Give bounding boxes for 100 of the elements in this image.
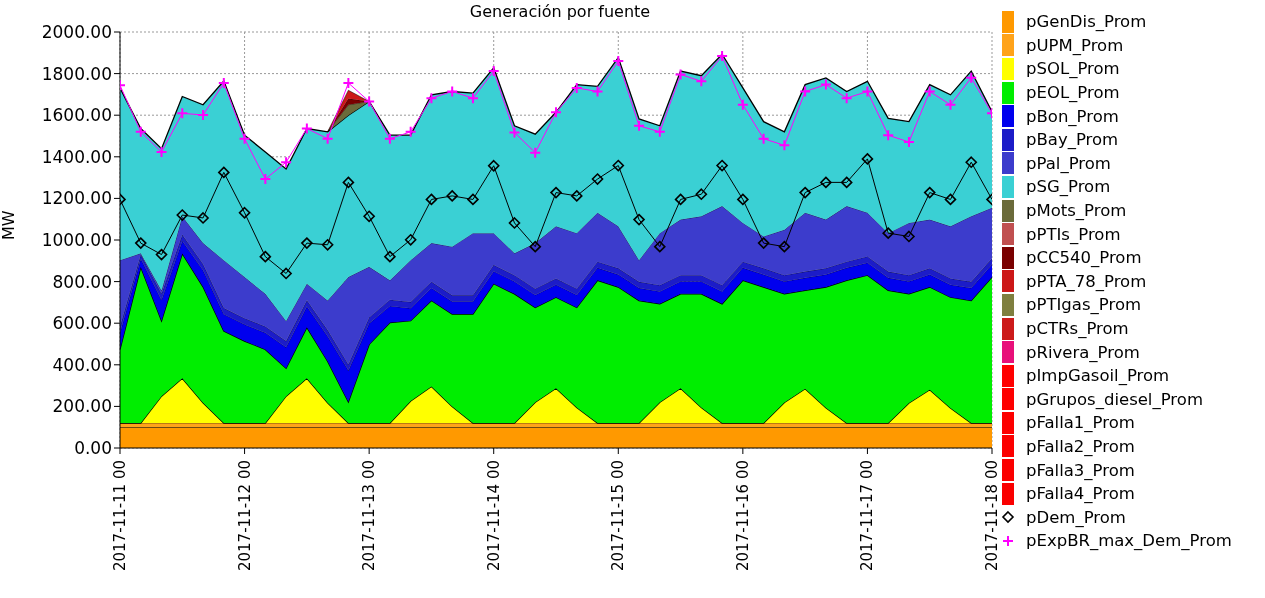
point <box>425 92 438 105</box>
point <box>716 159 728 172</box>
point <box>321 132 334 145</box>
point <box>238 206 251 219</box>
point <box>446 85 459 98</box>
legend-label: pBay_Prom <box>1026 130 1119 150</box>
point <box>321 238 334 251</box>
point <box>155 248 168 261</box>
x-tick-label: 2017-11-16 00 <box>733 460 752 572</box>
y-tick-label: 400.00 <box>52 354 112 375</box>
legend-label: pFalla3_Prom <box>1026 460 1135 480</box>
point <box>404 125 417 138</box>
point <box>508 126 521 139</box>
point <box>882 129 895 142</box>
point <box>965 156 978 169</box>
y-tick-label: 1200.00 <box>41 188 112 209</box>
point <box>695 188 708 201</box>
legend-label: pUPM_Prom <box>1026 35 1124 55</box>
point <box>778 240 791 253</box>
y-tick-label: 200.00 <box>52 396 112 417</box>
point <box>529 240 542 253</box>
point <box>383 132 396 145</box>
y-axis-title: MW <box>0 210 18 240</box>
point <box>840 176 853 189</box>
y-tick-label: 2000.00 <box>41 22 112 43</box>
point <box>176 209 189 221</box>
point <box>300 122 313 135</box>
point <box>134 125 147 138</box>
point <box>861 153 874 165</box>
legend-label: pImpGasoil_Prom <box>1026 366 1170 386</box>
legend-label: pPal_Prom <box>1026 153 1111 173</box>
point <box>591 173 604 185</box>
point <box>944 193 957 206</box>
legend-label: pRivera_Prom <box>1026 342 1140 362</box>
legend-label: pSOL_Prom <box>1026 59 1120 79</box>
point <box>280 267 292 280</box>
point <box>674 193 687 206</box>
point <box>301 237 313 249</box>
point <box>550 186 562 199</box>
y-tick-label: 800.00 <box>52 271 112 292</box>
point <box>778 139 791 152</box>
point <box>197 212 209 224</box>
point <box>736 98 749 111</box>
point <box>695 75 708 88</box>
point <box>342 176 355 189</box>
point <box>882 227 894 239</box>
legend-label: pExpBR_max_Dem_Prom <box>1026 531 1232 551</box>
y-tick-label: 1800.00 <box>41 63 112 84</box>
point <box>259 250 272 263</box>
x-tick-label: 2017-11-17 00 <box>858 460 877 572</box>
point <box>238 132 251 145</box>
point <box>425 193 438 206</box>
legend-label: pSG_Prom <box>1026 177 1111 197</box>
point <box>446 190 458 202</box>
x-tick-label: 2017-11-18 00 <box>983 460 1001 572</box>
point <box>757 237 770 249</box>
point <box>467 193 479 206</box>
point <box>633 213 645 226</box>
legend-label: pEOL_Prom <box>1026 83 1120 103</box>
point <box>923 85 936 98</box>
point <box>799 85 812 98</box>
point <box>923 186 936 199</box>
legend-label: pFalla2_Prom <box>1026 436 1135 456</box>
legend-label: pMots_Prom <box>1026 201 1127 221</box>
x-tick-label: 2017-11-12 00 <box>235 460 254 572</box>
x-tick-label: 2017-11-14 00 <box>484 460 503 572</box>
x-tick-label: 2017-11-15 00 <box>609 460 628 572</box>
point <box>903 230 915 243</box>
point <box>965 71 978 84</box>
point <box>363 95 376 108</box>
legend-label: pFalla1_Prom <box>1026 413 1135 433</box>
y-tick-label: 0.00 <box>74 438 112 459</box>
point <box>487 159 500 172</box>
point <box>653 125 666 138</box>
y-tick-label: 1600.00 <box>41 105 112 126</box>
point <box>404 233 417 246</box>
legend-label: pGenDis_Prom <box>1026 12 1147 32</box>
point <box>466 92 479 105</box>
point <box>799 186 811 199</box>
point <box>861 85 874 98</box>
point <box>757 132 770 145</box>
point <box>840 92 853 105</box>
point <box>612 159 625 172</box>
point <box>280 156 293 169</box>
point <box>218 166 230 179</box>
point <box>570 190 583 202</box>
legend-label: pFalla4_Prom <box>1026 484 1135 504</box>
legend-label: pBon_Prom <box>1026 106 1119 126</box>
y-tick-label: 1000.00 <box>41 230 112 251</box>
legend-label: pPTIs_Prom <box>1026 224 1121 244</box>
legend-label: pGrupos_diesel_Prom <box>1026 389 1203 409</box>
y-tick-label: 600.00 <box>52 313 112 334</box>
point <box>529 146 542 159</box>
point <box>737 193 749 206</box>
point <box>134 237 147 249</box>
y-tick-label: 1400.00 <box>41 146 112 167</box>
point <box>944 98 957 111</box>
legend-label: pCC540_Prom <box>1026 248 1142 268</box>
x-tick-label: 2017-11-11 00 <box>111 460 129 572</box>
legend-label: pPTIgas_Prom <box>1026 295 1142 315</box>
